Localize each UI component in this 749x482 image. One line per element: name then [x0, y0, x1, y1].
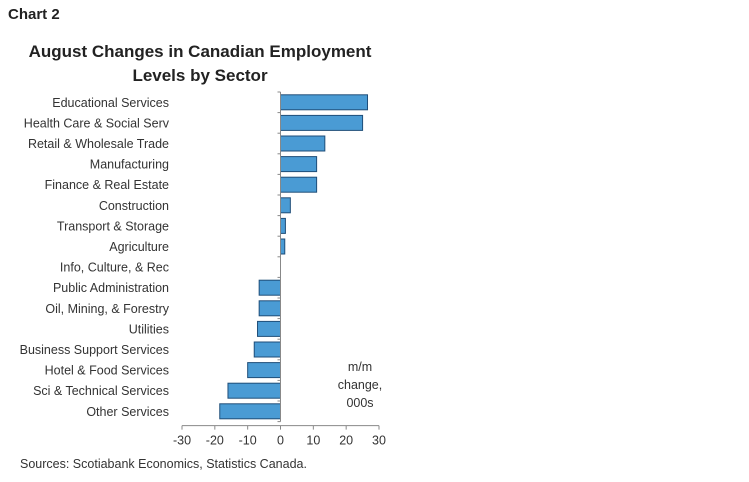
source-note: Sources: Scotiabank Economics, Statistic… [20, 457, 307, 471]
bar [258, 279, 281, 296]
x-tick-label: -20 [206, 434, 224, 448]
category-labels: Educational Services Health Care & Social… [20, 96, 170, 419]
x-tick-label: 20 [339, 434, 353, 448]
annotation-line: change, [338, 378, 382, 392]
category-label: Public Administration [53, 281, 169, 295]
x-tick-label: 30 [372, 434, 386, 448]
category-label: Utilities [129, 322, 169, 336]
category-label: Health Care & Social Serv [24, 116, 170, 130]
annotation-line: m/m [348, 360, 372, 374]
chart-number-label: Chart 2 [8, 6, 60, 23]
bar [280, 114, 364, 131]
bars-layer [219, 94, 369, 420]
bar [280, 176, 318, 193]
category-label: Construction [99, 199, 169, 213]
bar [280, 217, 286, 234]
bar [253, 341, 282, 358]
category-label: Transport & Storage [57, 219, 169, 233]
axes: -30 -20 -10 0 10 20 30 [173, 91, 386, 448]
bar [258, 300, 281, 317]
x-tick-label: 0 [277, 434, 284, 448]
category-label: Finance & Real Estate [45, 178, 169, 192]
bar [280, 156, 318, 173]
bar [280, 238, 286, 255]
annotation-line: 000s [346, 396, 373, 410]
bar [257, 320, 281, 337]
category-label: Hotel & Food Services [45, 364, 169, 378]
bar [219, 403, 281, 420]
bar [247, 362, 282, 379]
chart-title-line-1: August Changes in Canadian Employment [28, 42, 372, 61]
bar [227, 382, 281, 399]
bar [280, 197, 291, 214]
chart-title: August Changes in Canadian Employment Le… [10, 40, 390, 88]
unit-annotation: m/m change, 000s [338, 360, 382, 410]
category-label: Retail & Wholesale Trade [28, 137, 169, 151]
bar [280, 94, 369, 111]
category-label: Info, Culture, & Rec [60, 261, 169, 275]
chart-title-line-2: Levels by Sector [132, 66, 268, 85]
category-label: Other Services [86, 405, 169, 419]
x-tick-label: -10 [239, 434, 257, 448]
category-label: Business Support Services [20, 343, 169, 357]
category-label: Sci & Technical Services [33, 384, 169, 398]
category-label: Oil, Mining, & Forestry [45, 302, 169, 316]
bar [280, 135, 326, 152]
x-tick-label: 10 [306, 434, 320, 448]
category-label: Educational Services [52, 96, 169, 110]
category-label: Manufacturing [90, 158, 169, 172]
category-label: Agriculture [109, 240, 169, 254]
x-tick-label: -30 [173, 434, 191, 448]
